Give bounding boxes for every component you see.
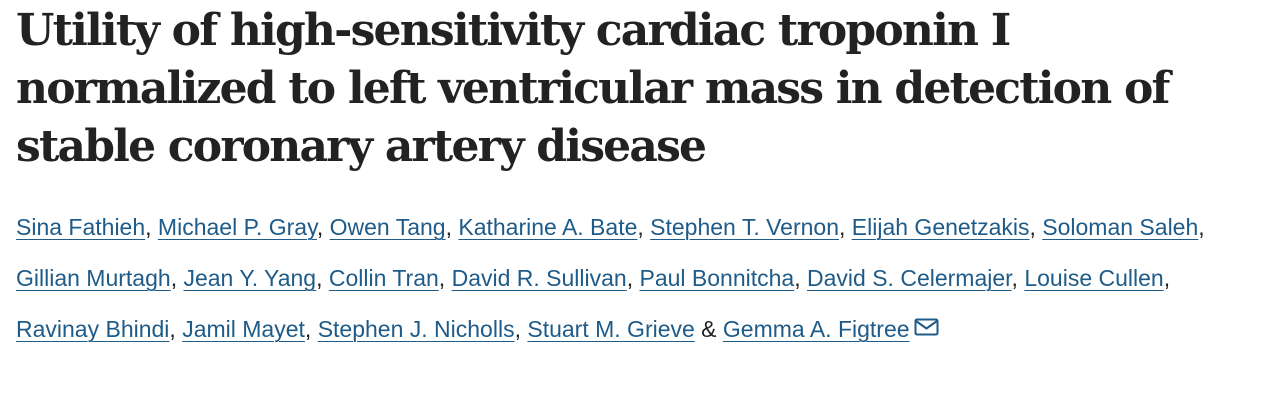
author-separator: , <box>626 265 640 291</box>
author-item: Soloman Saleh, <box>1042 214 1204 240</box>
author-separator: , <box>438 265 452 291</box>
author-link[interactable]: Jamil Mayet <box>182 316 305 342</box>
author-separator: , <box>145 214 158 240</box>
author-item: Michael P. Gray, <box>158 214 330 240</box>
author-separator: , <box>316 265 329 291</box>
author-item: Gillian Murtagh, <box>16 265 183 291</box>
article-title: Utility of high-sensitivity cardiac trop… <box>16 5 1170 172</box>
author-item: Stephen T. Vernon, <box>650 214 852 240</box>
author-link[interactable]: Owen Tang <box>329 214 446 240</box>
author-link[interactable]: Gillian Murtagh <box>16 265 171 291</box>
author-separator: , <box>304 316 318 342</box>
mail-icon[interactable] <box>914 318 940 338</box>
author-item: Katharine A. Bate, <box>458 214 650 240</box>
author-link[interactable]: Paul Bonnitcha <box>639 265 795 291</box>
author-separator: , <box>637 214 651 240</box>
author-separator: , <box>514 316 528 342</box>
author-separator: , <box>1029 214 1043 240</box>
author-link[interactable]: Jean Y. Yang <box>183 265 317 291</box>
author-link[interactable]: Soloman Saleh <box>1042 214 1199 240</box>
author-link[interactable]: Michael P. Gray <box>157 214 317 240</box>
author-item: Owen Tang, <box>330 214 459 240</box>
author-separator: , <box>1198 214 1205 240</box>
author-link[interactable]: Collin Tran <box>328 265 439 291</box>
author-item: David R. Sullivan, <box>452 265 640 291</box>
author-link[interactable]: Stuart M. Grieve <box>527 316 695 342</box>
author-link[interactable]: Gemma A. Figtree <box>722 316 910 342</box>
author-item: Louise Cullen, <box>1024 265 1170 291</box>
author-item: Jean Y. Yang, <box>183 265 328 291</box>
author-link[interactable]: Louise Cullen <box>1024 265 1164 291</box>
author-separator: , <box>170 265 184 291</box>
author-item: David S. Celermajer, <box>807 265 1024 291</box>
author-item: Paul Bonnitcha, <box>640 265 808 291</box>
author-item: Collin Tran, <box>329 265 452 291</box>
author-item: Jamil Mayet, <box>182 316 317 342</box>
author-separator: , <box>1163 265 1171 291</box>
author-separator: & <box>694 316 723 342</box>
author-link[interactable]: Elijah Genetzakis <box>851 214 1030 240</box>
author-separator: , <box>316 214 330 240</box>
author-item: Ravinay Bhindi, <box>16 316 182 342</box>
author-separator: , <box>1011 265 1025 291</box>
author-link[interactable]: David S. Celermajer <box>807 265 1012 291</box>
author-item: Elijah Genetzakis, <box>852 214 1042 240</box>
author-separator: , <box>169 316 183 342</box>
envelope-icon-graphic <box>914 318 939 336</box>
author-separator: , <box>839 214 852 240</box>
author-link[interactable]: Stephen J. Nicholls <box>317 316 515 342</box>
author-item: Stuart M. Grieve & <box>527 316 723 342</box>
author-link[interactable]: Katharine A. Bate <box>458 214 638 240</box>
author-link[interactable]: David R. Sullivan <box>451 265 627 291</box>
author-link[interactable]: Stephen T. Vernon <box>650 214 839 240</box>
author-item: Sina Fathieh, <box>16 214 158 240</box>
author-link[interactable]: Ravinay Bhindi <box>16 316 170 342</box>
author-list: Sina Fathieh, Michael P. Gray, Owen Tang… <box>16 202 1216 355</box>
author-item: Gemma A. Figtree <box>723 316 940 342</box>
author-item: Stephen J. Nicholls, <box>318 316 528 342</box>
author-separator: , <box>794 265 808 291</box>
author-separator: , <box>445 214 459 240</box>
author-link[interactable]: Sina Fathieh <box>16 214 146 240</box>
